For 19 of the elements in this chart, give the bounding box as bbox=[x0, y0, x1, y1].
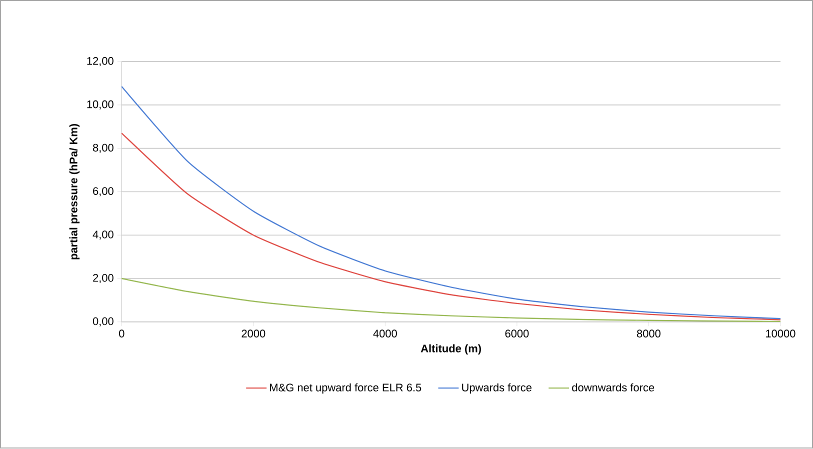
y-tick-label: 10,00 bbox=[87, 100, 114, 110]
x-tick-label: 8000 bbox=[636, 330, 660, 338]
y-tick-label: 0,00 bbox=[92, 318, 114, 327]
y-tick-label: 6,00 bbox=[93, 187, 114, 196]
y-tick-label: 12,00 bbox=[87, 57, 114, 66]
x-tick-label: 10000 bbox=[766, 330, 796, 338]
x-axis-title: Altitude (m) bbox=[420, 344, 481, 355]
line-series bbox=[121, 86, 782, 320]
y-tick-label: 8,00 bbox=[92, 144, 114, 154]
x-tick-label: 2000 bbox=[242, 330, 266, 338]
y-tick-label: 4,00 bbox=[92, 230, 114, 240]
y-tick-label: 2,00 bbox=[93, 274, 114, 284]
x-tick-label: 0 bbox=[119, 330, 124, 338]
legend-label: Upwards force bbox=[462, 384, 532, 394]
x-tick-label: 6000 bbox=[505, 330, 529, 338]
x-tick-label: 4000 bbox=[373, 330, 397, 338]
y-axis-title: partial pressure (hPa/ Km) bbox=[69, 124, 80, 260]
legend-label: M&G net upward force ELR 6.5 bbox=[270, 384, 422, 394]
legend-label: downwards force bbox=[572, 384, 654, 392]
